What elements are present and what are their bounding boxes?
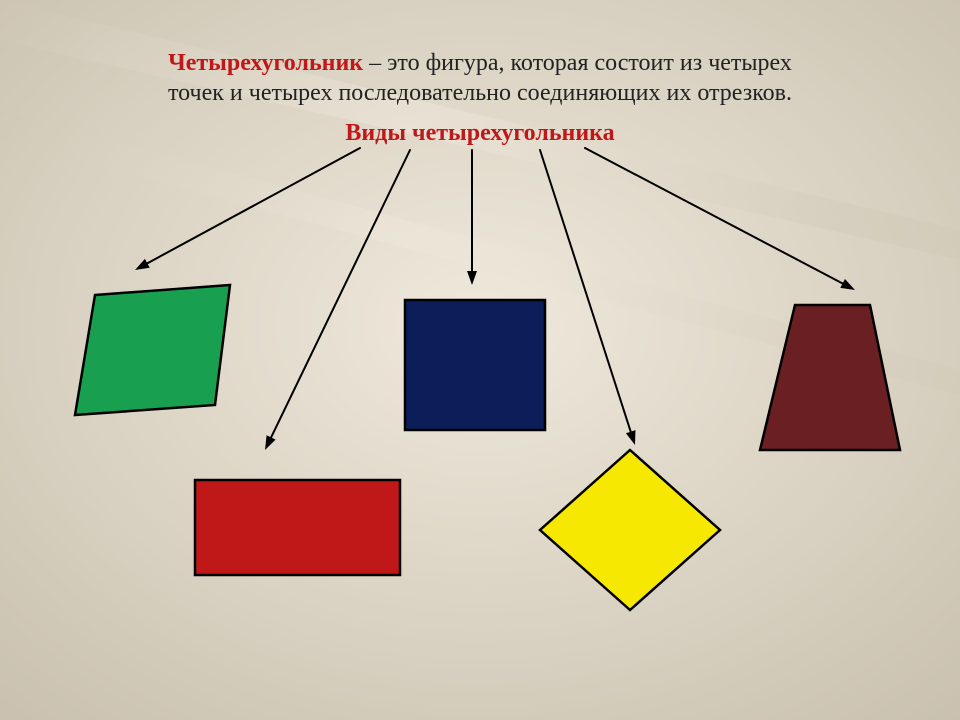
slide: Четырехугольник – это фигура, которая со… (0, 0, 960, 720)
arrow-shaft-3 (540, 150, 631, 432)
diagram-layer (0, 0, 960, 720)
arrow-head-0 (135, 259, 150, 270)
subtitle-types: Виды четырехугольника (60, 118, 900, 148)
arrow-head-4 (840, 279, 855, 290)
slide-background (0, 0, 960, 720)
shape-trapezoid (760, 305, 900, 450)
arrow-shaft-1 (271, 150, 410, 437)
arrow-shaft-0 (147, 148, 360, 263)
arrow-head-2 (467, 271, 477, 285)
shape-diamond (540, 450, 720, 610)
arrow-head-3 (626, 430, 636, 445)
definition-text: Четырехугольник – это фигура, которая со… (60, 48, 900, 108)
arrow-head-1 (265, 435, 276, 450)
shape-rectangle (195, 480, 400, 575)
term-quadrilateral: Четырехугольник (168, 50, 363, 76)
shapes-group (75, 285, 900, 610)
arrow-shaft-4 (585, 148, 843, 283)
shape-parallelogram (75, 285, 230, 415)
title-rest-line1: это фигура, которая состоит из четырех (387, 50, 792, 76)
arrows-group (135, 148, 855, 450)
title-dash: – (363, 50, 387, 76)
title-line2: точек и четырех последовательно соединяю… (168, 80, 792, 106)
shape-square (405, 300, 545, 430)
